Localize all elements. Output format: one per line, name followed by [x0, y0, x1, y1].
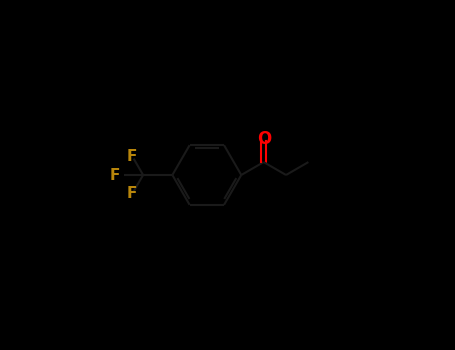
Text: O: O: [258, 130, 272, 148]
Text: F: F: [110, 168, 120, 182]
Text: F: F: [127, 149, 137, 164]
Text: F: F: [127, 186, 137, 201]
